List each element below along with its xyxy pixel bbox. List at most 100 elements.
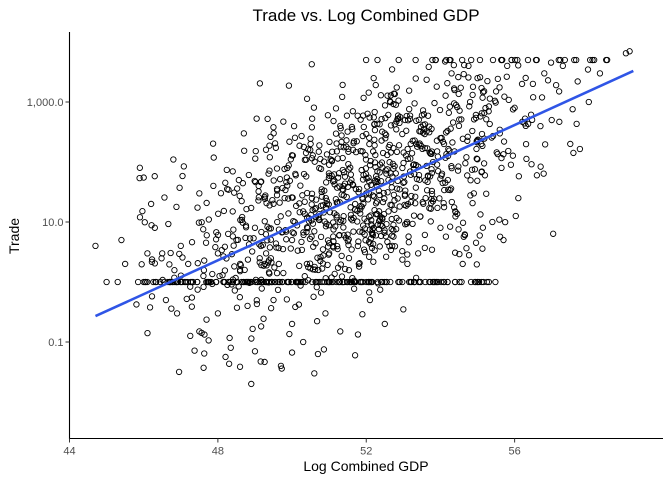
data-point [329, 148, 336, 155]
data-point [359, 176, 367, 183]
data-point [309, 115, 316, 122]
data-point [264, 115, 271, 123]
data-point [411, 100, 418, 107]
data-point [427, 150, 434, 157]
data-point [489, 218, 496, 226]
data-point [388, 215, 395, 223]
data-point [351, 352, 359, 359]
data-point [330, 244, 337, 251]
data-point [359, 132, 366, 140]
data-point [486, 95, 493, 102]
data-point [452, 213, 459, 220]
data-point [191, 347, 198, 354]
data-point [205, 337, 212, 344]
data-point [231, 287, 238, 294]
data-point [262, 278, 269, 286]
data-point [550, 230, 557, 237]
data-point [366, 213, 373, 220]
data-point [401, 178, 408, 186]
data-point [203, 232, 210, 239]
data-point [349, 108, 356, 115]
data-point [369, 192, 377, 199]
data-point [300, 231, 307, 239]
data-point [309, 278, 316, 286]
data-point [348, 123, 356, 131]
data-point [509, 152, 517, 159]
data-point [270, 296, 277, 304]
data-point [374, 221, 381, 228]
data-point [431, 99, 438, 107]
data-point [217, 190, 225, 197]
data-point [455, 73, 462, 81]
data-point [333, 140, 340, 147]
data-point [376, 243, 383, 250]
data-point [555, 56, 562, 64]
data-point [336, 232, 343, 239]
data-point [429, 56, 436, 64]
data-point [437, 175, 444, 182]
data-point [404, 145, 411, 153]
data-point [518, 80, 526, 88]
data-point [177, 242, 184, 250]
data-point [423, 187, 431, 194]
data-point [325, 251, 332, 258]
data-point [420, 111, 428, 118]
data-point [541, 70, 548, 77]
data-point [377, 286, 384, 293]
data-point [212, 243, 219, 251]
data-point [288, 278, 295, 286]
data-point [213, 229, 220, 236]
data-point [388, 202, 395, 209]
data-point [438, 134, 445, 142]
data-point [368, 244, 376, 252]
data-point [374, 120, 381, 127]
data-point [417, 123, 425, 131]
data-point [473, 261, 480, 268]
data-point [333, 148, 341, 155]
data-point [342, 234, 350, 242]
data-point [315, 266, 322, 274]
data-point [248, 278, 255, 286]
y-tick-label: 10.0 [42, 217, 63, 229]
data-point [404, 260, 411, 267]
data-point [447, 185, 455, 192]
data-point [538, 94, 546, 101]
data-point [136, 174, 143, 182]
data-point [417, 213, 424, 220]
data-point [483, 190, 490, 197]
data-point [396, 203, 403, 210]
data-point [511, 56, 519, 64]
data-point [367, 240, 374, 247]
data-point [463, 154, 470, 161]
data-point [548, 116, 555, 124]
data-point [301, 198, 308, 205]
data-point [236, 192, 243, 200]
data-point [376, 161, 384, 168]
data-point [465, 252, 473, 259]
data-point [294, 247, 301, 254]
data-point [422, 194, 429, 202]
data-point [225, 186, 232, 193]
data-point [378, 116, 385, 123]
data-point [427, 278, 434, 286]
data-point [308, 61, 315, 68]
data-point [403, 127, 410, 134]
data-point [469, 83, 477, 90]
data-point [188, 278, 195, 286]
data-point [152, 278, 159, 286]
data-point [485, 103, 493, 110]
data-point [377, 232, 385, 240]
data-point [459, 56, 466, 64]
data-point [444, 80, 451, 87]
data-point [382, 114, 389, 122]
data-point [316, 142, 323, 149]
data-point [261, 218, 268, 225]
data-point [376, 169, 383, 176]
data-point [300, 229, 307, 236]
data-point [237, 262, 244, 269]
data-point [372, 200, 380, 207]
data-point [370, 240, 377, 248]
data-point [298, 132, 305, 140]
data-point [198, 329, 205, 336]
data-point [233, 304, 241, 311]
